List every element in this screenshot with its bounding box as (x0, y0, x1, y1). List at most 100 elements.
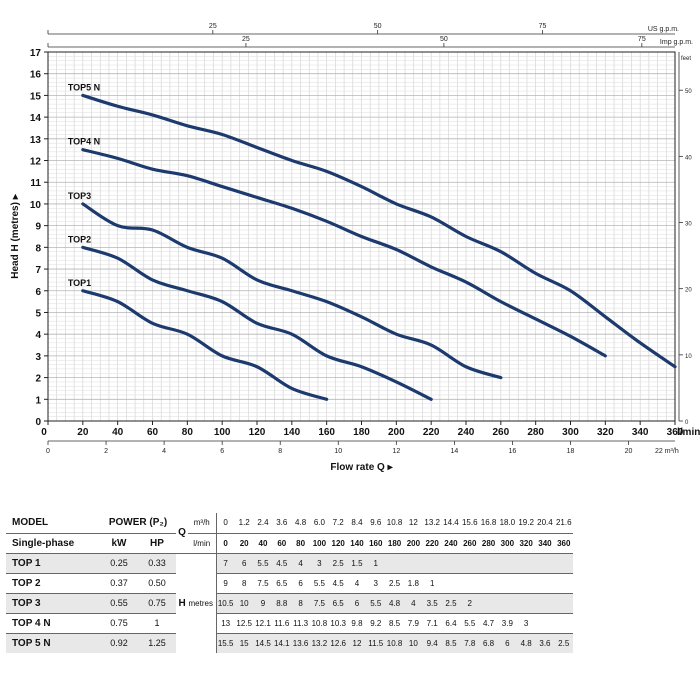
head-value: 7.9 (403, 612, 423, 633)
header-m3h-unit: m³/h (193, 518, 210, 528)
table-row: TOP 5 N 0.92 1.25 15.5 15 14.5 14.1 13.6 13.2 12.… (6, 632, 574, 653)
head-value: 4.8 (385, 592, 404, 613)
us-gpm-label: US g.p.m. (648, 26, 679, 33)
head-value: 8.5 (385, 612, 404, 633)
y-tick-label: 4 (35, 330, 41, 341)
model-name: TOP 4 N (6, 612, 100, 633)
imp-gpm-tick-label: 75 (638, 36, 646, 43)
head-value: 3 (309, 552, 329, 573)
head-value: 15 (234, 632, 254, 653)
m3h-value: 0 (215, 513, 235, 533)
pump-performance-chart: 0 20 40 60 80 100 120 140 160 180 200 220 240 260 280 3… (10, 23, 700, 473)
m3h-value: 13.2 (424, 518, 440, 528)
lmin-value: 100 (309, 532, 329, 553)
head-value (422, 552, 442, 573)
y-tick-label: 11 (30, 178, 41, 189)
curve-top4-n (81, 148, 607, 358)
y-axis-title: Head H (metres) ▸ (10, 193, 21, 278)
table-row: TOP 1 0.25 0.33 H metres 7 6 5.5 4.5 4 3 2.5 1.5 1 (6, 552, 574, 653)
head-value (497, 572, 517, 593)
head-value: 5.5 (460, 612, 480, 633)
head-value: 3 (366, 572, 386, 593)
y-tick-label: 0 (35, 417, 41, 428)
lmin-value: 240 (441, 532, 461, 553)
m3h-tick-label: 12 (392, 448, 400, 455)
head-value: 7 (215, 552, 235, 573)
x-unit-label: l/min (677, 427, 700, 438)
head-value: 7.8 (460, 632, 480, 653)
head-value: 12.6 (328, 632, 348, 653)
m3h-value: 19.2 (518, 518, 534, 528)
head-value: 7.5 (309, 592, 329, 613)
model-name: TOP 2 (6, 572, 100, 593)
series-label-top5-n: TOP5 N (68, 82, 100, 92)
x-tick-label: 200 (388, 427, 405, 438)
power-hp: 0.33 (138, 552, 176, 573)
head-value (479, 552, 498, 573)
head-value: 4 (291, 552, 310, 573)
lmin-value: 220 (422, 532, 442, 553)
head-value: 4 (347, 572, 367, 593)
series-label-top2: TOP2 (68, 234, 91, 244)
m3h-value: 15.6 (461, 518, 478, 528)
us-gpm-tick-label: 75 (539, 23, 547, 30)
head-value (441, 552, 461, 573)
head-value: 8 (234, 572, 254, 593)
head-value: 4.8 (516, 632, 536, 653)
head-value: 2.5 (385, 572, 404, 593)
head-value (479, 572, 498, 593)
m3h-value: 6.0 (313, 518, 325, 528)
h-label: H (178, 597, 189, 609)
head-value: 5.5 (366, 592, 386, 613)
power-kw: 0.55 (100, 592, 138, 613)
m3h-tick-label: 20 (625, 448, 633, 455)
y-tick-label: 17 (30, 48, 42, 59)
head-value: 10.3 (328, 612, 348, 633)
head-value: 12 (347, 632, 367, 653)
y-tick-label: 9 (35, 222, 41, 233)
head-value (460, 552, 480, 573)
head-value: 10.8 (385, 632, 404, 653)
feet-tick-label: 30 (685, 222, 692, 228)
m3h-value: 18.0 (499, 518, 516, 528)
head-value: 13 (215, 612, 235, 633)
x-tick-label: 260 (492, 427, 509, 438)
head-value: 2 (460, 592, 480, 613)
head-value: 1 (422, 572, 442, 593)
head-value (516, 552, 536, 573)
chart-axes: 0 20 40 60 80 100 120 140 160 180 200 220 240 260 280 3… (10, 23, 700, 473)
x-tick-label: 320 (597, 427, 614, 438)
y-tick-label: 6 (35, 287, 41, 298)
lmin-value: 140 (347, 532, 367, 553)
model-name: TOP 1 (6, 552, 100, 573)
table-row: TOP 2 0.37 0.50 9 8 7.5 6.5 6 5.5 4.5 4 3 2.5 1.8 1 (6, 572, 574, 593)
head-value: 8 (291, 592, 310, 613)
m3h-tick-label: 0 (46, 448, 50, 455)
head-value: 5.5 (309, 572, 329, 593)
series-label-top3: TOP3 (68, 191, 91, 201)
power-hp: 1 (138, 612, 176, 633)
head-value: 9.4 (422, 632, 442, 653)
chart-labels: TOP1 TOP2 TOP3 TOP4 N TOP5 N (68, 82, 100, 287)
y-tick-label: 7 (35, 265, 41, 276)
head-value: 3 (516, 612, 536, 633)
feet-tick-label: 0 (685, 420, 689, 426)
head-value: 7.1 (422, 612, 442, 633)
curve-top5-n (81, 93, 677, 369)
y-tick-label: 8 (35, 243, 41, 254)
table-row: TOP 3 0.55 0.75 10.5 10 9 8.8 8 7.5 6.5 6 5.5 4.8 4 3.… (6, 592, 574, 613)
m3h-tick-label: 2 (104, 448, 108, 455)
power-kw: 0.25 (100, 552, 138, 573)
lmin-value: 80 (291, 532, 310, 553)
lmin-value: 360 (554, 532, 574, 553)
head-value: 14.5 (253, 632, 273, 653)
header-kw: kW (100, 532, 138, 553)
imp-gpm-label: Imp g.p.m. (660, 39, 693, 46)
y-tick-label: 5 (35, 308, 41, 319)
power-hp: 0.50 (138, 572, 176, 593)
head-value (535, 572, 555, 593)
head-value: 6.5 (272, 572, 292, 593)
m3h-value: 14.4 (443, 518, 459, 528)
head-value: 6 (291, 572, 310, 593)
